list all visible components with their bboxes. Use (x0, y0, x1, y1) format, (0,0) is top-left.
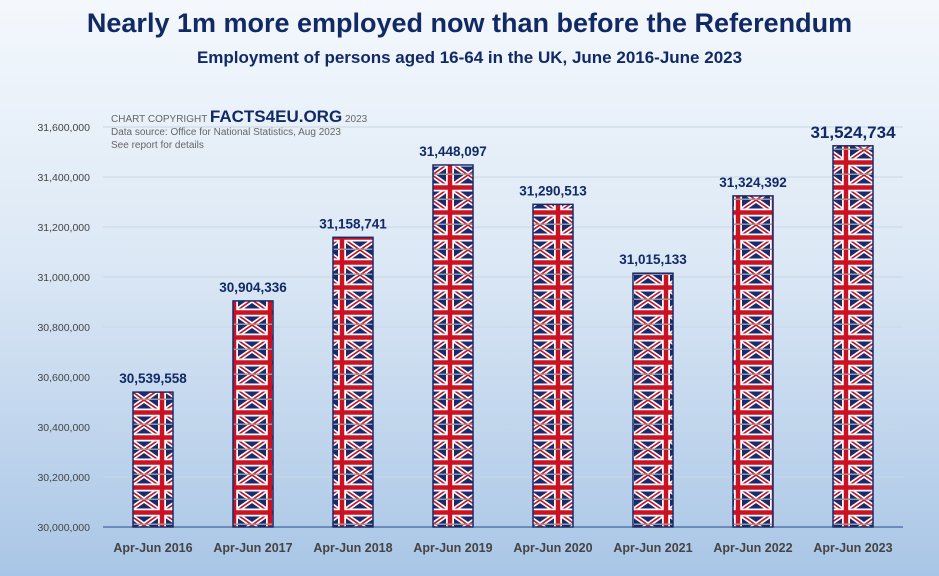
x-tick-label: Apr-Jun 2016 (113, 541, 192, 555)
bar (432, 164, 474, 528)
y-tick-label: 30,800,000 (37, 322, 90, 334)
bar (332, 236, 374, 528)
bar (632, 272, 674, 528)
x-tick-label: Apr-Jun 2022 (713, 541, 792, 555)
credit-note: See report for details (111, 140, 204, 151)
data-label: 31,158,741 (319, 216, 387, 231)
chart-subtitle: Employment of persons aged 16-64 in the … (196, 48, 743, 67)
y-tick-label: 31,200,000 (37, 222, 90, 234)
x-tick-label: Apr-Jun 2018 (313, 541, 392, 555)
data-label: 31,015,133 (619, 252, 687, 267)
y-tick-label: 30,400,000 (37, 422, 90, 434)
credit-year: 2023 (344, 114, 368, 125)
credit-prefix: CHART COPYRIGHT (111, 114, 208, 125)
y-tick-label: 30,000,000 (37, 522, 90, 534)
x-tick-label: Apr-Jun 2020 (513, 541, 592, 555)
x-tick-label: Apr-Jun 2021 (613, 541, 692, 555)
x-tick-label: Apr-Jun 2017 (213, 541, 292, 555)
bar (532, 203, 574, 528)
data-label: 30,539,558 (119, 371, 187, 386)
y-tick-label: 30,600,000 (37, 372, 90, 384)
x-tick-label: Apr-Jun 2019 (413, 541, 492, 555)
bar (232, 300, 274, 528)
chart-credit: CHART COPYRIGHT FACTS4EU.ORG 2023 Data s… (111, 107, 368, 152)
brand-logo: FACTS4EU.ORG (209, 107, 343, 126)
data-label: 31,448,097 (419, 144, 487, 159)
bar (132, 391, 174, 528)
data-label: 30,904,336 (219, 280, 287, 295)
y-tick-label: 31,600,000 (37, 122, 90, 134)
data-source: Data source: Office for National Statist… (111, 127, 341, 138)
x-tick-label: Apr-Jun 2023 (813, 541, 892, 555)
bar (732, 195, 774, 528)
data-label: 31,324,392 (719, 175, 787, 190)
data-label: 31,524,734 (810, 123, 896, 142)
bar (832, 145, 874, 528)
chart-title: Nearly 1m more employed now than before … (86, 8, 853, 38)
y-tick-label: 30,200,000 (37, 472, 90, 484)
data-label: 31,290,513 (519, 183, 587, 198)
y-tick-label: 31,000,000 (37, 272, 90, 284)
y-tick-label: 31,400,000 (37, 172, 90, 184)
